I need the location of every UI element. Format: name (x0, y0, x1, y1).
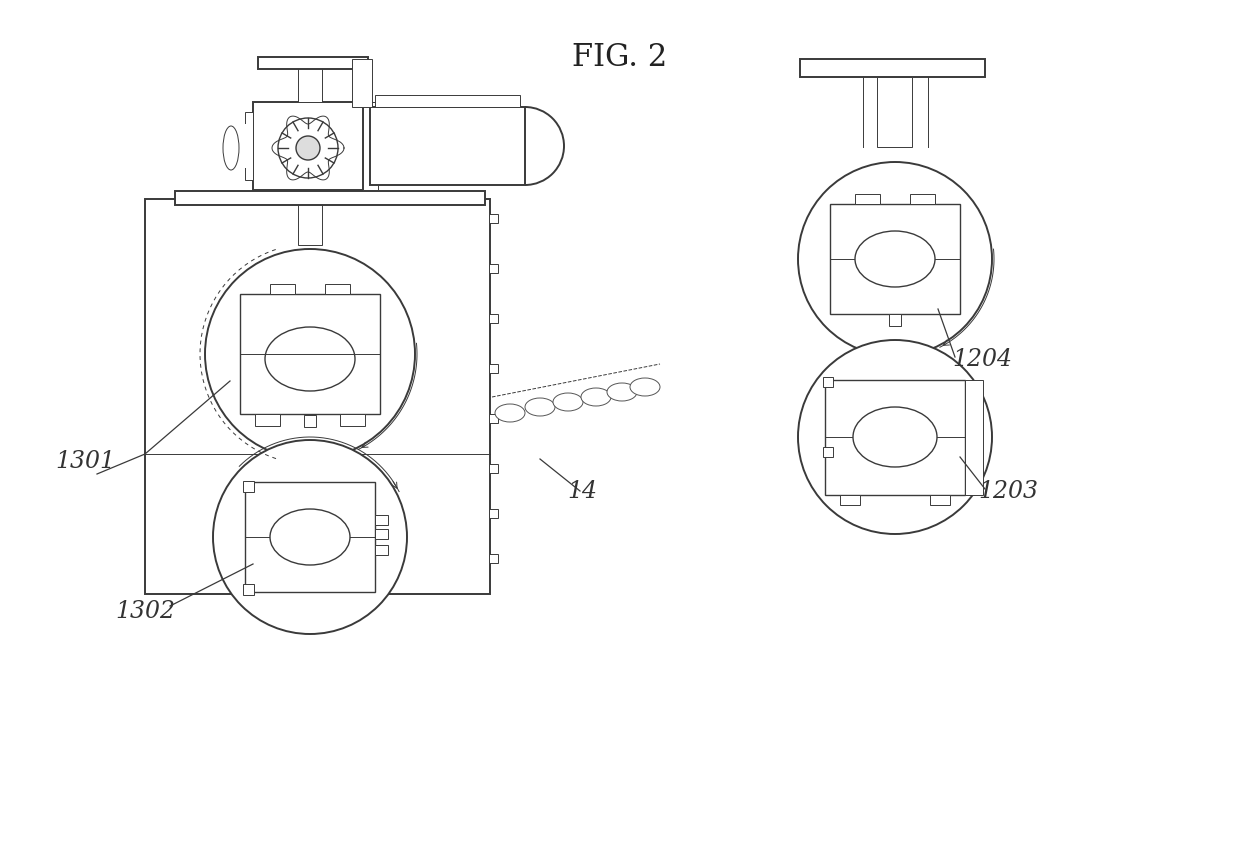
Bar (489, 464, 498, 473)
Ellipse shape (853, 408, 937, 468)
Bar (489, 214, 498, 224)
Bar (246, 483, 374, 592)
Bar (800, 60, 985, 78)
Bar (930, 495, 950, 505)
Bar (965, 380, 983, 495)
Circle shape (278, 119, 339, 179)
Circle shape (799, 163, 992, 356)
Bar (340, 414, 365, 426)
Bar (253, 103, 363, 191)
Bar (856, 195, 880, 205)
Bar (823, 377, 833, 387)
Bar (258, 58, 368, 70)
Ellipse shape (223, 127, 239, 170)
Bar (352, 60, 372, 108)
Ellipse shape (608, 383, 637, 402)
Text: 1204: 1204 (952, 348, 1012, 371)
Bar (363, 103, 378, 191)
Bar (304, 415, 316, 428)
Ellipse shape (265, 327, 355, 392)
Bar (231, 125, 253, 169)
Ellipse shape (582, 388, 611, 407)
Bar (374, 96, 520, 108)
Bar (298, 190, 322, 246)
Bar (877, 78, 911, 148)
Bar (241, 295, 379, 414)
Circle shape (296, 137, 320, 161)
Text: 14: 14 (567, 479, 596, 502)
Bar (489, 365, 498, 374)
Circle shape (213, 441, 407, 634)
Bar (825, 380, 965, 495)
Ellipse shape (856, 232, 935, 288)
Circle shape (205, 250, 415, 459)
Bar (823, 447, 833, 457)
Bar (370, 108, 525, 186)
Text: 1302: 1302 (115, 599, 175, 622)
Bar (489, 555, 498, 563)
Bar (889, 315, 901, 327)
Text: 1301: 1301 (55, 450, 115, 473)
Bar (489, 265, 498, 273)
Bar (246, 113, 253, 181)
Bar (830, 205, 960, 315)
Ellipse shape (525, 398, 556, 416)
Bar (489, 510, 498, 518)
Bar (910, 195, 935, 205)
Circle shape (799, 341, 992, 534)
Bar (298, 60, 322, 103)
Bar (255, 414, 280, 426)
Bar (325, 284, 350, 295)
Ellipse shape (270, 510, 350, 565)
Ellipse shape (553, 393, 583, 412)
Ellipse shape (495, 404, 525, 423)
Bar (374, 529, 388, 539)
Bar (374, 516, 388, 525)
Bar (270, 284, 295, 295)
Bar (175, 192, 485, 206)
Ellipse shape (630, 379, 660, 397)
Bar (489, 315, 498, 323)
Text: FIG. 2: FIG. 2 (573, 42, 667, 73)
Bar (145, 200, 490, 594)
Bar (374, 545, 388, 555)
Bar (243, 481, 254, 492)
Bar (489, 414, 498, 424)
Bar (243, 584, 254, 595)
Text: 1203: 1203 (978, 479, 1038, 502)
Bar (839, 495, 861, 505)
